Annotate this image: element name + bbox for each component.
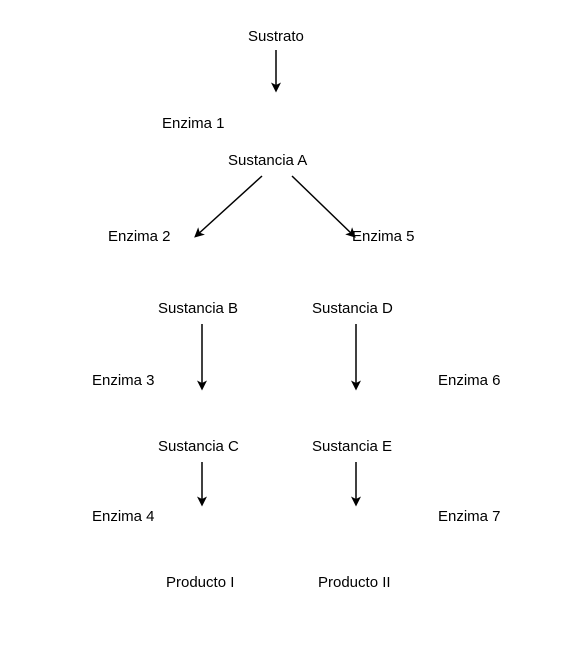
node-sustancia-e: Sustancia E bbox=[312, 438, 392, 455]
edge-sustanciaA-to-enzima2 bbox=[196, 176, 262, 236]
node-enzima1: Enzima 1 bbox=[162, 115, 225, 132]
node-sustancia-c: Sustancia C bbox=[158, 438, 239, 455]
node-producto-2: Producto II bbox=[318, 574, 391, 591]
node-enzima4: Enzima 4 bbox=[92, 508, 155, 525]
node-sustrato: Sustrato bbox=[248, 28, 304, 45]
node-producto-1: Producto I bbox=[166, 574, 234, 591]
node-sustancia-b: Sustancia B bbox=[158, 300, 238, 317]
node-enzima7: Enzima 7 bbox=[438, 508, 501, 525]
diagram-canvas: Sustrato Enzima 1 Sustancia A Enzima 2 E… bbox=[0, 0, 574, 652]
node-enzima5: Enzima 5 bbox=[352, 228, 415, 245]
node-enzima3: Enzima 3 bbox=[92, 372, 155, 389]
edge-sustanciaA-to-enzima5 bbox=[292, 176, 354, 236]
node-sustancia-a: Sustancia A bbox=[228, 152, 307, 169]
node-enzima2: Enzima 2 bbox=[108, 228, 171, 245]
edges-layer bbox=[0, 0, 574, 652]
node-enzima6: Enzima 6 bbox=[438, 372, 501, 389]
node-sustancia-d: Sustancia D bbox=[312, 300, 393, 317]
